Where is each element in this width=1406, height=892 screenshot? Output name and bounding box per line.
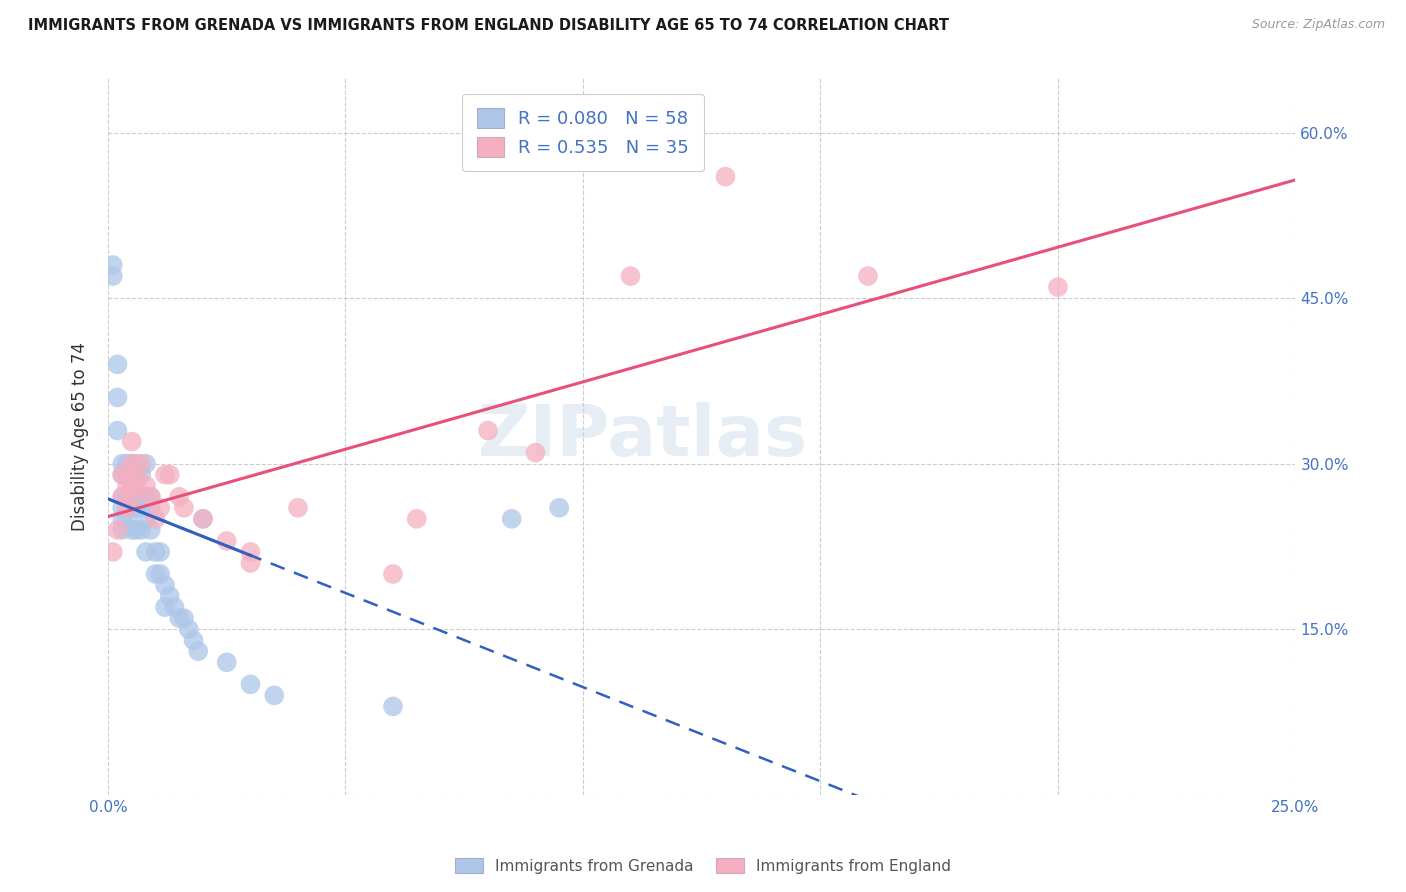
Point	[173, 500, 195, 515]
Point	[107, 391, 129, 405]
Legend: Immigrants from Grenada, Immigrants from England: Immigrants from Grenada, Immigrants from…	[449, 852, 957, 880]
Point	[183, 633, 205, 648]
Point	[1046, 280, 1069, 294]
Point	[139, 490, 162, 504]
Point	[149, 567, 172, 582]
Point	[135, 457, 157, 471]
Point	[125, 523, 148, 537]
Point	[382, 567, 405, 582]
Point	[163, 600, 186, 615]
Point	[107, 424, 129, 438]
Point	[111, 457, 134, 471]
Point	[115, 500, 138, 515]
Point	[135, 545, 157, 559]
Point	[129, 467, 152, 482]
Point	[856, 268, 879, 283]
Point	[405, 512, 427, 526]
Point	[121, 490, 143, 504]
Point	[153, 600, 176, 615]
Point	[619, 268, 641, 283]
Point	[167, 611, 190, 625]
Point	[111, 467, 134, 482]
Point	[101, 268, 124, 283]
Point	[135, 512, 157, 526]
Point	[145, 567, 167, 582]
Point	[115, 467, 138, 482]
Point	[215, 655, 238, 669]
Point	[121, 490, 143, 504]
Point	[125, 457, 148, 471]
Point	[477, 424, 499, 438]
Point	[101, 258, 124, 272]
Point	[191, 512, 214, 526]
Point	[125, 467, 148, 482]
Point	[714, 169, 737, 184]
Point	[121, 479, 143, 493]
Point	[101, 545, 124, 559]
Point	[187, 644, 209, 658]
Point	[121, 467, 143, 482]
Point	[125, 500, 148, 515]
Point	[159, 589, 181, 603]
Point	[121, 457, 143, 471]
Point	[129, 523, 152, 537]
Point	[239, 677, 262, 691]
Point	[129, 457, 152, 471]
Point	[239, 556, 262, 570]
Point	[111, 523, 134, 537]
Point	[115, 457, 138, 471]
Point	[149, 500, 172, 515]
Text: IMMIGRANTS FROM GRENADA VS IMMIGRANTS FROM ENGLAND DISABILITY AGE 65 TO 74 CORRE: IMMIGRANTS FROM GRENADA VS IMMIGRANTS FR…	[28, 18, 949, 33]
Point	[115, 512, 138, 526]
Legend: R = 0.080   N = 58, R = 0.535   N = 35: R = 0.080 N = 58, R = 0.535 N = 35	[463, 94, 703, 171]
Point	[107, 357, 129, 371]
Point	[149, 545, 172, 559]
Y-axis label: Disability Age 65 to 74: Disability Age 65 to 74	[72, 342, 89, 531]
Point	[153, 467, 176, 482]
Point	[145, 545, 167, 559]
Point	[111, 467, 134, 482]
Point	[177, 622, 200, 636]
Point	[215, 533, 238, 548]
Point	[129, 500, 152, 515]
Point	[121, 523, 143, 537]
Text: ZIPatlas: ZIPatlas	[477, 401, 807, 471]
Point	[115, 467, 138, 482]
Point	[263, 689, 285, 703]
Point	[115, 479, 138, 493]
Point	[111, 512, 134, 526]
Point	[382, 699, 405, 714]
Point	[129, 490, 152, 504]
Point	[121, 500, 143, 515]
Point	[287, 500, 309, 515]
Point	[524, 445, 547, 459]
Point	[239, 545, 262, 559]
Point	[135, 490, 157, 504]
Point	[139, 490, 162, 504]
Point	[115, 490, 138, 504]
Point	[125, 479, 148, 493]
Point	[145, 512, 167, 526]
Point	[548, 500, 571, 515]
Point	[111, 500, 134, 515]
Point	[121, 457, 143, 471]
Point	[111, 490, 134, 504]
Point	[135, 479, 157, 493]
Point	[107, 523, 129, 537]
Point	[191, 512, 214, 526]
Point	[153, 578, 176, 592]
Point	[125, 467, 148, 482]
Point	[167, 490, 190, 504]
Point	[139, 500, 162, 515]
Point	[121, 434, 143, 449]
Point	[173, 611, 195, 625]
Point	[111, 490, 134, 504]
Point	[501, 512, 523, 526]
Point	[115, 500, 138, 515]
Point	[125, 490, 148, 504]
Text: Source: ZipAtlas.com: Source: ZipAtlas.com	[1251, 18, 1385, 31]
Point	[121, 479, 143, 493]
Point	[159, 467, 181, 482]
Point	[139, 523, 162, 537]
